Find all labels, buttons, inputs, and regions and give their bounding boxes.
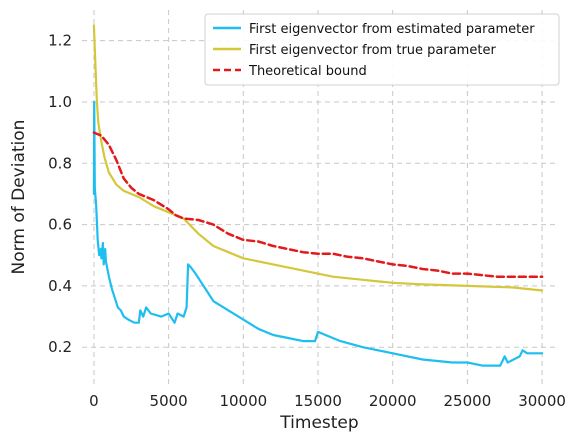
legend-label: First eigenvector from true parameter <box>249 43 496 58</box>
series-lines <box>92 24 544 367</box>
legend-box <box>204 13 560 86</box>
x-tick-label: 25000 <box>444 392 492 410</box>
legend: First eigenvector from estimated paramet… <box>204 13 560 86</box>
x-tick-labels: 0 5000 10000 15000 20000 25000 30000 <box>89 392 566 410</box>
x-tick-label: 0 <box>89 392 99 410</box>
x-tick-label: 5000 <box>150 392 188 410</box>
legend-label: First eigenvector from estimated paramet… <box>249 22 535 37</box>
x-tick-label: 20000 <box>369 392 417 410</box>
series-line-3 <box>92 131 544 278</box>
x-axis-label: Timestep <box>279 413 358 433</box>
y-tick-label: 0.8 <box>48 154 72 172</box>
y-tick-label: 0.6 <box>48 216 72 234</box>
legend-label: Theoretical bound <box>248 64 367 79</box>
x-tick-label: 15000 <box>294 392 342 410</box>
y-axis-label: Norm of Deviation <box>9 120 29 275</box>
y-tick-label: 1.2 <box>48 32 72 50</box>
x-tick-label: 30000 <box>518 392 566 410</box>
x-tick-label: 10000 <box>219 392 267 410</box>
y-tick-labels: 0.2 0.4 0.6 0.8 1.0 1.2 <box>48 32 72 357</box>
y-tick-label: 1.0 <box>48 93 72 111</box>
series-line-2 <box>92 24 544 292</box>
series-line-1 <box>92 100 544 367</box>
y-tick-label: 0.2 <box>48 338 72 356</box>
y-tick-label: 0.4 <box>48 277 72 295</box>
